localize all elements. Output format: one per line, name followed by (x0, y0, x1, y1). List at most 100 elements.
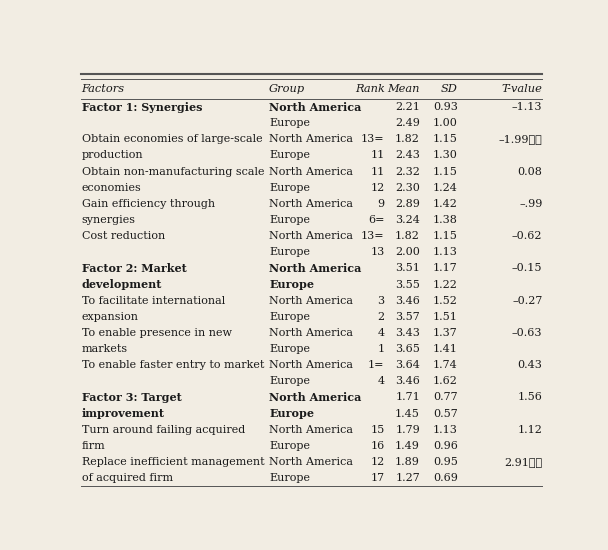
Text: markets: markets (81, 344, 128, 354)
Text: 2.32: 2.32 (395, 167, 420, 177)
Text: 1: 1 (378, 344, 385, 354)
Text: 1.51: 1.51 (433, 312, 458, 322)
Text: 1.37: 1.37 (433, 328, 458, 338)
Text: Europe: Europe (269, 441, 310, 451)
Text: 3.65: 3.65 (395, 344, 420, 354)
Text: 1.15: 1.15 (433, 167, 458, 177)
Text: expansion: expansion (81, 312, 139, 322)
Text: Europe: Europe (269, 248, 310, 257)
Text: 1.15: 1.15 (433, 134, 458, 144)
Text: 1.12: 1.12 (517, 425, 542, 435)
Text: North America: North America (269, 102, 362, 113)
Text: 12: 12 (370, 457, 385, 467)
Text: –0.15: –0.15 (512, 263, 542, 273)
Text: 1.71: 1.71 (395, 392, 420, 403)
Text: 3.46: 3.46 (395, 376, 420, 386)
Text: North America: North America (269, 134, 353, 144)
Text: 0.43: 0.43 (517, 360, 542, 370)
Text: North America: North America (269, 425, 353, 435)
Text: 2.30: 2.30 (395, 183, 420, 192)
Text: 3.24: 3.24 (395, 215, 420, 225)
Text: Factor 1: Synergies: Factor 1: Synergies (81, 102, 202, 113)
Text: –0.27: –0.27 (512, 296, 542, 306)
Text: 0.08: 0.08 (517, 167, 542, 177)
Text: Europe: Europe (269, 376, 310, 386)
Text: 1.41: 1.41 (433, 344, 458, 354)
Text: 1.79: 1.79 (395, 425, 420, 435)
Text: Rank: Rank (354, 84, 385, 94)
Text: 2.00: 2.00 (395, 248, 420, 257)
Text: 3.57: 3.57 (395, 312, 420, 322)
Text: 16: 16 (370, 441, 385, 451)
Text: To facilitate international: To facilitate international (81, 296, 225, 306)
Text: 0.69: 0.69 (433, 473, 458, 483)
Text: 0.93: 0.93 (433, 102, 458, 112)
Text: North America: North America (269, 328, 353, 338)
Text: 1.13: 1.13 (433, 248, 458, 257)
Text: 3.43: 3.43 (395, 328, 420, 338)
Text: 2.21: 2.21 (395, 102, 420, 112)
Text: North America: North America (269, 231, 353, 241)
Text: 1.38: 1.38 (433, 215, 458, 225)
Text: 2.89: 2.89 (395, 199, 420, 209)
Text: 1.00: 1.00 (433, 118, 458, 128)
Text: –0.62: –0.62 (512, 231, 542, 241)
Text: 13=: 13= (361, 134, 385, 144)
Text: 1.30: 1.30 (433, 151, 458, 161)
Text: –0.63: –0.63 (512, 328, 542, 338)
Text: 17: 17 (370, 473, 385, 483)
Text: Europe: Europe (269, 473, 310, 483)
Text: 1.24: 1.24 (433, 183, 458, 192)
Text: 1.15: 1.15 (433, 231, 458, 241)
Text: 0.77: 0.77 (433, 392, 458, 403)
Text: Europe: Europe (269, 312, 310, 322)
Text: North America: North America (269, 263, 362, 274)
Text: 0.95: 0.95 (433, 457, 458, 467)
Text: Europe: Europe (269, 279, 314, 290)
Text: North America: North America (269, 199, 353, 209)
Text: 1.62: 1.62 (433, 376, 458, 386)
Text: North America: North America (269, 296, 353, 306)
Text: 9: 9 (378, 199, 385, 209)
Text: Replace inefficient management: Replace inefficient management (81, 457, 264, 467)
Text: –1.99★★: –1.99★★ (499, 134, 542, 144)
Text: 4: 4 (378, 328, 385, 338)
Text: 11: 11 (370, 151, 385, 161)
Text: Turn around failing acquired: Turn around failing acquired (81, 425, 245, 435)
Text: 15: 15 (370, 425, 385, 435)
Text: of acquired firm: of acquired firm (81, 473, 173, 483)
Text: firm: firm (81, 441, 105, 451)
Text: 1.82: 1.82 (395, 231, 420, 241)
Text: To enable presence in new: To enable presence in new (81, 328, 232, 338)
Text: Factor 2: Market: Factor 2: Market (81, 263, 187, 274)
Text: 3.46: 3.46 (395, 296, 420, 306)
Text: Europe: Europe (269, 183, 310, 192)
Text: –1.13: –1.13 (512, 102, 542, 112)
Text: 1.74: 1.74 (433, 360, 458, 370)
Text: 3.55: 3.55 (395, 279, 420, 289)
Text: 13: 13 (370, 248, 385, 257)
Text: production: production (81, 151, 143, 161)
Text: 1.52: 1.52 (433, 296, 458, 306)
Text: 2.49: 2.49 (395, 118, 420, 128)
Text: Mean: Mean (387, 84, 420, 94)
Text: Europe: Europe (269, 118, 310, 128)
Text: 0.96: 0.96 (433, 441, 458, 451)
Text: Europe: Europe (269, 215, 310, 225)
Text: 11: 11 (370, 167, 385, 177)
Text: Group: Group (269, 84, 305, 94)
Text: Europe: Europe (269, 151, 310, 161)
Text: 1.56: 1.56 (517, 392, 542, 403)
Text: 13=: 13= (361, 231, 385, 241)
Text: 1.17: 1.17 (433, 263, 458, 273)
Text: SD: SD (441, 84, 458, 94)
Text: 1.42: 1.42 (433, 199, 458, 209)
Text: North America: North America (269, 457, 353, 467)
Text: –.99: –.99 (519, 199, 542, 209)
Text: Europe: Europe (269, 408, 314, 419)
Text: 3.64: 3.64 (395, 360, 420, 370)
Text: 0.57: 0.57 (433, 409, 458, 419)
Text: development: development (81, 279, 162, 290)
Text: 3: 3 (378, 296, 385, 306)
Text: improvement: improvement (81, 408, 165, 419)
